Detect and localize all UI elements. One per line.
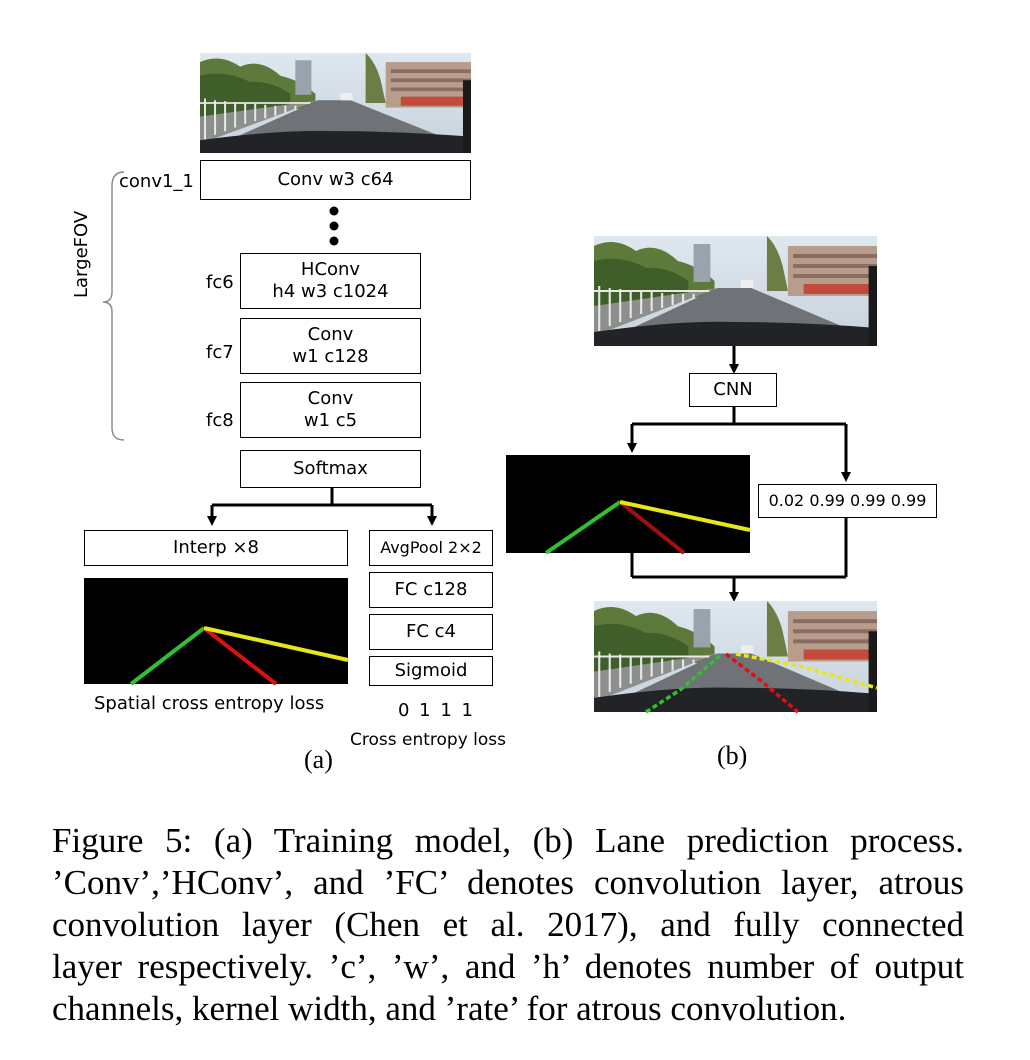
fc6-line1: HConv [300,258,361,280]
softmax-split-arrows [207,488,437,526]
panel-a-label: (a) [304,745,333,774]
ellipsis-dot [329,236,339,246]
sigmoid-box: Sigmoid [369,656,493,686]
caption-line: channels, kernel width, and ’rate’ for a… [52,989,847,1028]
existence-values: 0 1 1 1 [398,700,475,721]
conv1-box: Conv w3 c64 [200,160,471,200]
conv1-1-label: conv1_1 [119,171,194,192]
fc8-line1: Conv [307,387,354,409]
cnn-box: CNN [689,373,777,407]
fc8-box: Conv w1 c5 [240,382,421,438]
ellipsis-dot [329,221,339,231]
avgpool-box: AvgPool 2×2 [369,530,493,566]
fc8-label: fc8 [206,410,234,431]
caption-line: layer respectively. ’c’, ’w’, and ’h’ de… [52,947,964,986]
ce-loss-label: Cross entropy loss [350,730,507,750]
fc7-line1: Conv [307,323,354,345]
softmax-box: Softmax [240,450,421,488]
largefov-bracket [102,171,125,441]
segmentation-map-a [84,578,349,686]
segmentation-map-b [506,455,751,555]
largefov-label: LargeFOV [71,210,92,298]
interp-box: Interp ×8 [84,530,348,566]
spatial-loss-label: Spatial cross entropy loss [94,693,325,714]
fc7-line2: w1 c128 [292,346,369,367]
panel-b-label: (b) [717,741,748,770]
fc8-line2: w1 c5 [303,410,358,431]
fc6-line2: h4 w3 c1024 [272,281,389,302]
caption-line: convolution layer (Chen et al. 2017), an… [52,905,964,944]
caption-line: Figure 5: (a) Training model, (b) Lane p… [52,821,964,860]
figure-caption: Figure 5: (a) Training model, (b) Lane p… [52,820,964,1030]
fc6-box: HConv h4 w3 c1024 [240,253,421,309]
existence-probabilities-box: 0.02 0.99 0.99 0.99 [758,484,937,518]
output-road-image [594,601,878,714]
fc6-label: fc6 [206,272,234,293]
fc-c128-box: FC c128 [369,572,493,608]
ellipsis-dot [329,206,339,216]
input-road-image-b [594,236,877,346]
fc7-label: fc7 [206,342,234,363]
input-road-image-a [200,53,471,153]
fc7-box: Conv w1 c128 [240,318,421,374]
caption-line: ’Conv’,’HConv’, and ’FC’ denotes convolu… [52,863,964,902]
panel-b-arrows [627,346,851,602]
fc-c4-box: FC c4 [369,614,493,650]
